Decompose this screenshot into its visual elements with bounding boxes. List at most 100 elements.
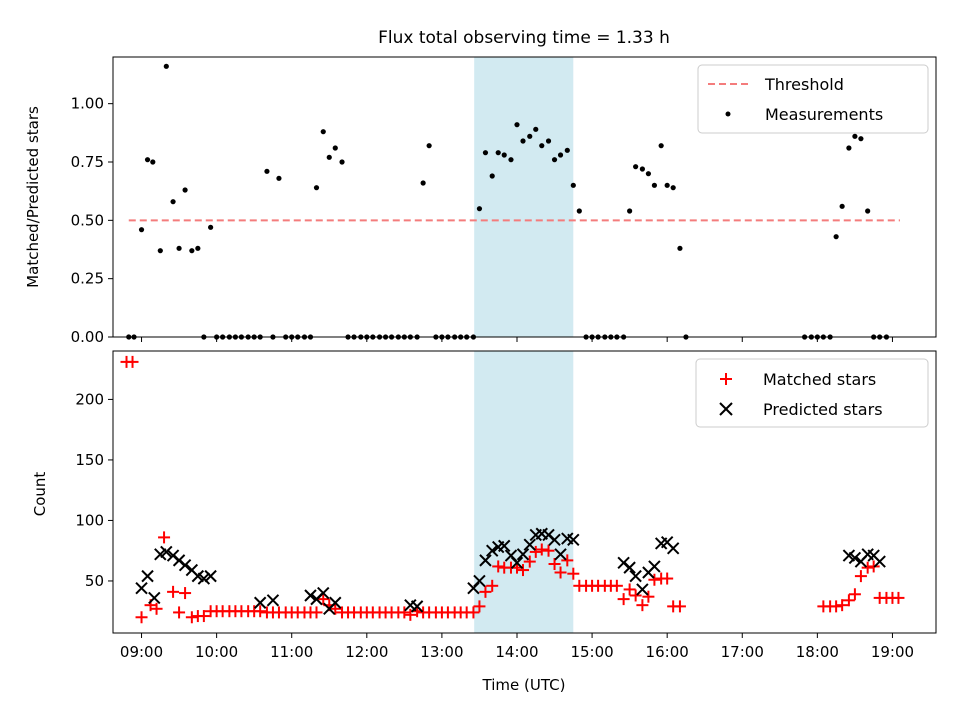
measurement-point — [176, 245, 182, 251]
measurement-point — [627, 208, 633, 214]
measurement-point — [557, 152, 564, 158]
measurement-point — [326, 154, 332, 160]
predicted-star-point — [554, 548, 567, 561]
measurement-point — [839, 203, 845, 209]
x-tick-label: 10:00 — [195, 643, 238, 661]
measurement-point — [157, 248, 163, 254]
matched-star-point — [623, 583, 636, 596]
matched-star-point — [516, 564, 529, 577]
predicted-star-point — [178, 559, 192, 572]
ratio-legend: Threshold Measurements — [697, 64, 929, 134]
measurement-point — [150, 159, 156, 165]
matched-star-point — [548, 558, 561, 571]
predicted-star-point — [648, 560, 661, 573]
predicted-star-point — [486, 544, 499, 557]
measurement-point — [332, 145, 338, 151]
measurement-point — [144, 157, 151, 163]
measurement-point — [533, 126, 539, 132]
x-tick-label: 15:00 — [570, 643, 613, 661]
matched-star-point — [836, 599, 849, 612]
measurement-point — [576, 208, 582, 214]
matched-legend-label: Matched stars — [763, 370, 876, 389]
observing-window-span — [474, 351, 574, 633]
x-tick-label: 16:00 — [646, 643, 689, 661]
matched-star-point — [848, 588, 861, 601]
predicted-star-point — [479, 554, 492, 567]
measurement-point — [833, 234, 839, 240]
predicted-star-point — [666, 542, 680, 555]
matched-star-point — [473, 600, 486, 613]
predicted-star-point — [197, 572, 211, 585]
measurement-point — [645, 171, 652, 177]
measurement-point — [545, 138, 552, 144]
measurement-point — [276, 175, 282, 181]
measurement-point — [564, 147, 570, 153]
matched-star-point — [854, 570, 867, 583]
matched-star-point — [329, 602, 342, 615]
measurement-point — [426, 143, 432, 149]
x-tick-label: 17:00 — [721, 643, 764, 661]
predicted-star-point — [510, 556, 524, 570]
matched-legend-marker — [720, 373, 732, 385]
measurement-point — [865, 208, 871, 214]
x-tick-label: 13:00 — [420, 643, 463, 661]
matched-star-point — [567, 567, 580, 580]
matched-star-point — [467, 606, 480, 619]
y-tick-label: 100 — [75, 511, 104, 529]
x-tick-label: 12:00 — [345, 643, 388, 661]
predicted-star-point — [410, 600, 424, 613]
matched-star-point — [661, 572, 674, 585]
measurement-point — [651, 182, 658, 188]
predicted-star-point — [629, 569, 642, 583]
x-tick-label: 18:00 — [796, 643, 839, 661]
measurement-point — [570, 182, 576, 188]
matched-star-point — [486, 579, 499, 592]
predicted-star-point — [567, 533, 580, 547]
matched-star-point — [197, 610, 210, 623]
predicted-star-point — [473, 574, 486, 588]
matched-star-point — [492, 560, 505, 573]
measurement-point — [182, 187, 188, 193]
ratio-axes-frame — [112, 56, 937, 338]
measurement-point — [501, 152, 507, 158]
count-panel: 50 100 150 200 09:00 10:00 11:00 12:00 13:00 14:… — [31, 350, 937, 694]
matched-star-point — [398, 606, 411, 619]
matched-star-point — [135, 611, 148, 624]
measurement-point — [495, 150, 501, 156]
predicted-star-point — [304, 589, 317, 602]
predicted-star-point — [623, 561, 636, 574]
count-legend-box — [695, 358, 929, 428]
count-y-axis: 50 100 150 200 — [75, 390, 113, 590]
predicted-star-point — [516, 548, 530, 561]
matched-star-point — [673, 600, 686, 613]
measurement-point — [846, 145, 852, 151]
matched-star-point — [629, 589, 642, 602]
predicted-star-point — [548, 533, 561, 547]
matched-star-point — [535, 543, 548, 556]
measurement-point — [489, 173, 495, 179]
matched-star-point — [126, 355, 139, 368]
measurement-point — [514, 122, 520, 128]
matched-star-point — [542, 544, 555, 557]
matched-star-point — [173, 606, 186, 619]
y-tick-label: 0.00 — [71, 328, 104, 346]
matched-star-point — [561, 554, 574, 567]
y-tick-label: 50 — [85, 572, 104, 590]
matched-star-point — [642, 590, 655, 603]
predicted-star-point — [848, 551, 862, 565]
matched-star-point — [892, 591, 905, 604]
predicted-star-point — [141, 569, 154, 583]
matched-star-point — [310, 606, 323, 619]
measurement-point — [539, 143, 545, 149]
x-tick-label: 19:00 — [871, 643, 914, 661]
y-tick-label: 1.00 — [71, 95, 104, 113]
predicted-star-point — [317, 586, 330, 600]
matched-star-point — [830, 600, 843, 613]
matched-star-point — [523, 555, 536, 568]
threshold-legend-label: Threshold — [764, 75, 844, 94]
ratio-y-label: Matched/Predicted stars — [24, 106, 42, 288]
matched-star-point — [842, 594, 855, 607]
x-tick-label: 14:00 — [495, 643, 538, 661]
matched-star-point — [158, 531, 171, 544]
measurements-legend-label: Measurements — [765, 105, 883, 124]
